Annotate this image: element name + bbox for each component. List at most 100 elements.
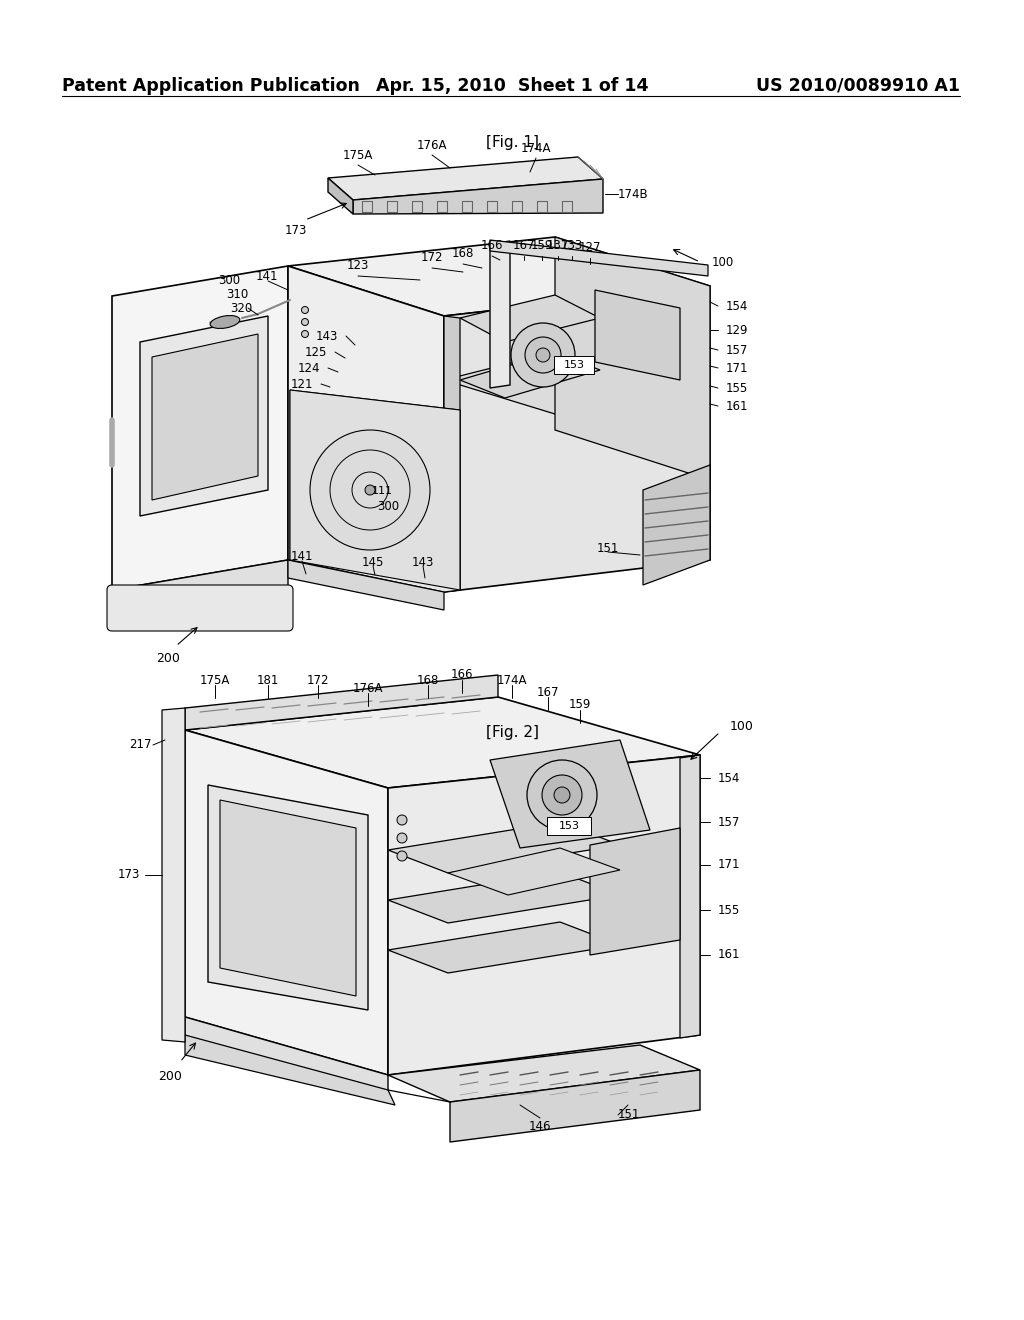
Text: 153: 153 [558,821,580,832]
Text: 159: 159 [530,239,553,252]
Text: 133: 133 [561,239,583,252]
Polygon shape [185,1035,395,1105]
Text: 159: 159 [568,698,591,711]
Ellipse shape [210,315,240,329]
Text: 143: 143 [315,330,338,342]
Circle shape [365,484,375,495]
Text: 127: 127 [579,242,601,253]
Circle shape [301,318,308,326]
Text: 100: 100 [730,721,754,734]
Text: 300: 300 [377,500,399,513]
Polygon shape [643,465,710,585]
Text: 167: 167 [537,685,559,698]
Polygon shape [140,315,268,516]
Polygon shape [162,708,185,1041]
Text: 157: 157 [718,816,740,829]
Polygon shape [290,389,460,591]
Polygon shape [288,560,444,610]
Text: 155: 155 [726,381,749,395]
Text: Patent Application Publication: Patent Application Publication [62,77,359,95]
Polygon shape [220,800,356,997]
Circle shape [525,337,561,374]
Polygon shape [555,238,710,480]
Text: 146: 146 [528,1119,551,1133]
Text: 168: 168 [417,673,439,686]
FancyBboxPatch shape [547,817,591,836]
FancyBboxPatch shape [106,585,293,631]
Polygon shape [328,178,353,214]
Polygon shape [208,785,368,1010]
Polygon shape [152,334,258,500]
Text: 154: 154 [718,771,740,784]
Polygon shape [490,242,510,388]
Polygon shape [185,675,498,730]
Text: 176A: 176A [417,139,447,152]
Polygon shape [388,822,620,873]
Text: 320: 320 [229,301,252,314]
Polygon shape [288,267,444,591]
Text: 173: 173 [285,224,307,238]
Circle shape [397,814,407,825]
Polygon shape [112,560,288,626]
Circle shape [397,851,407,861]
Text: [Fig. 1]: [Fig. 1] [485,135,539,150]
Polygon shape [460,352,600,399]
Circle shape [536,348,550,362]
Polygon shape [185,730,388,1074]
Polygon shape [590,828,680,954]
Text: 154: 154 [726,300,749,313]
Polygon shape [444,286,710,591]
Polygon shape [353,180,603,214]
Circle shape [301,330,308,338]
Polygon shape [490,741,650,847]
Text: 310: 310 [225,288,248,301]
Polygon shape [388,873,620,923]
Text: 175A: 175A [343,149,373,162]
Text: 217: 217 [129,738,152,751]
Text: 124: 124 [298,362,319,375]
Polygon shape [595,290,680,380]
Text: 157: 157 [726,343,749,356]
Text: 173: 173 [118,869,140,882]
Text: 141: 141 [256,271,279,284]
Text: 181: 181 [257,673,280,686]
Text: 300: 300 [218,273,240,286]
Polygon shape [490,240,708,276]
Text: US 2010/0089910 A1: US 2010/0089910 A1 [756,77,961,95]
Text: 200: 200 [156,652,180,665]
Text: 174A: 174A [521,143,551,154]
Circle shape [511,323,575,387]
Circle shape [301,306,308,314]
Text: 155: 155 [718,903,740,916]
Text: 171: 171 [718,858,740,871]
Text: 143: 143 [412,556,434,569]
Polygon shape [680,755,700,1038]
Circle shape [397,833,407,843]
FancyBboxPatch shape [554,356,594,374]
Text: 137: 137 [547,239,569,252]
Text: 166: 166 [451,668,473,681]
Text: 123: 123 [347,259,370,272]
Polygon shape [388,921,620,973]
Polygon shape [450,1071,700,1142]
Polygon shape [449,847,620,895]
Polygon shape [444,315,460,591]
Polygon shape [185,1016,388,1100]
Text: 172: 172 [421,251,443,264]
Text: 174A: 174A [497,673,527,686]
Polygon shape [328,157,603,201]
Polygon shape [460,294,600,342]
Polygon shape [290,389,460,590]
Text: 161: 161 [718,949,740,961]
Text: 121: 121 [291,378,313,391]
Text: 151: 151 [597,541,620,554]
Polygon shape [112,267,288,590]
Text: 200: 200 [158,1071,182,1082]
Polygon shape [388,755,700,1074]
Circle shape [542,775,582,814]
Text: 129: 129 [726,323,749,337]
Text: 172: 172 [307,673,330,686]
Text: 153: 153 [563,360,585,370]
Text: 141: 141 [291,550,313,564]
Text: 100: 100 [712,256,734,268]
